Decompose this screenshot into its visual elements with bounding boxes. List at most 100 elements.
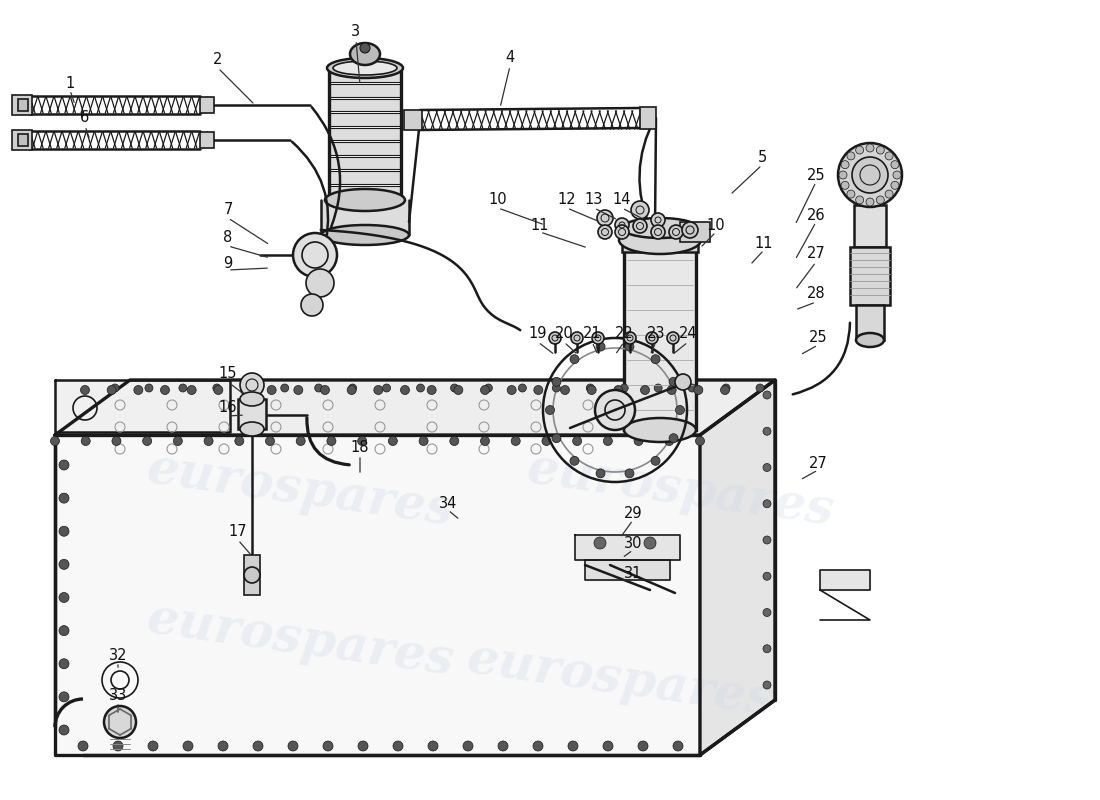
Circle shape [839, 171, 847, 179]
Circle shape [393, 741, 403, 751]
Circle shape [689, 384, 696, 392]
Ellipse shape [619, 226, 701, 254]
Circle shape [320, 386, 330, 394]
Circle shape [763, 463, 771, 471]
Circle shape [143, 437, 152, 446]
Bar [329, 85, 402, 97]
Circle shape [301, 294, 323, 316]
Circle shape [595, 390, 635, 430]
Circle shape [80, 386, 89, 394]
Bar [18, 99, 28, 111]
Circle shape [651, 354, 660, 364]
Circle shape [632, 219, 647, 233]
Bar [850, 247, 890, 305]
Text: 33: 33 [109, 687, 128, 702]
Circle shape [59, 658, 69, 669]
Circle shape [59, 692, 69, 702]
Polygon shape [55, 435, 700, 755]
Bar [329, 114, 402, 126]
Circle shape [481, 437, 490, 446]
Circle shape [323, 741, 333, 751]
Circle shape [112, 437, 121, 446]
Circle shape [594, 537, 606, 549]
Circle shape [244, 567, 260, 583]
Circle shape [534, 741, 543, 751]
Circle shape [571, 332, 583, 344]
Circle shape [374, 386, 383, 394]
Circle shape [306, 269, 334, 297]
Circle shape [145, 384, 153, 392]
Text: 26: 26 [806, 207, 825, 222]
Circle shape [463, 741, 473, 751]
Circle shape [388, 437, 397, 446]
Bar [329, 171, 402, 183]
Circle shape [267, 386, 276, 394]
Circle shape [111, 384, 119, 392]
Circle shape [669, 378, 678, 386]
Ellipse shape [350, 43, 380, 65]
Circle shape [293, 233, 337, 277]
Text: 10: 10 [488, 193, 507, 207]
Text: eurospares: eurospares [143, 594, 456, 686]
Bar [329, 128, 402, 140]
Circle shape [507, 386, 516, 394]
Circle shape [651, 456, 660, 466]
Circle shape [675, 374, 691, 390]
Circle shape [213, 386, 223, 394]
Polygon shape [575, 535, 680, 560]
Circle shape [842, 182, 849, 190]
Circle shape [624, 332, 636, 344]
Circle shape [240, 373, 264, 397]
Circle shape [161, 386, 169, 394]
Circle shape [597, 210, 613, 226]
Circle shape [451, 384, 459, 392]
Circle shape [568, 741, 578, 751]
Circle shape [241, 386, 250, 394]
Circle shape [615, 218, 629, 232]
Circle shape [675, 406, 684, 414]
Circle shape [651, 225, 666, 239]
Circle shape [847, 152, 855, 160]
Bar [640, 107, 656, 129]
Circle shape [722, 384, 730, 392]
Circle shape [673, 741, 683, 751]
Text: 11: 11 [530, 218, 549, 233]
Circle shape [694, 386, 703, 394]
Circle shape [866, 144, 874, 152]
Polygon shape [820, 570, 870, 590]
Circle shape [454, 386, 463, 394]
Circle shape [205, 437, 213, 446]
Circle shape [856, 196, 864, 204]
Circle shape [763, 645, 771, 653]
Circle shape [763, 572, 771, 580]
Circle shape [59, 460, 69, 470]
Circle shape [763, 536, 771, 544]
Circle shape [179, 384, 187, 392]
Circle shape [756, 384, 764, 392]
Circle shape [615, 225, 629, 239]
Circle shape [598, 225, 612, 239]
Text: 11: 11 [755, 237, 773, 251]
Circle shape [246, 384, 255, 392]
Polygon shape [585, 560, 670, 580]
Circle shape [638, 741, 648, 751]
Ellipse shape [327, 58, 403, 78]
Polygon shape [700, 380, 776, 755]
Text: 6: 6 [80, 110, 89, 126]
Text: 21: 21 [583, 326, 602, 342]
Circle shape [586, 384, 594, 392]
Circle shape [450, 437, 459, 446]
Polygon shape [55, 380, 775, 435]
Circle shape [669, 434, 678, 442]
Circle shape [644, 537, 656, 549]
Text: eurospares: eurospares [524, 444, 837, 536]
Bar [329, 157, 402, 169]
Circle shape [419, 437, 428, 446]
Circle shape [763, 427, 771, 435]
Text: 19: 19 [529, 326, 548, 342]
Circle shape [358, 437, 366, 446]
Circle shape [570, 354, 579, 364]
Circle shape [886, 190, 893, 198]
Circle shape [59, 526, 69, 536]
Circle shape [720, 386, 729, 394]
